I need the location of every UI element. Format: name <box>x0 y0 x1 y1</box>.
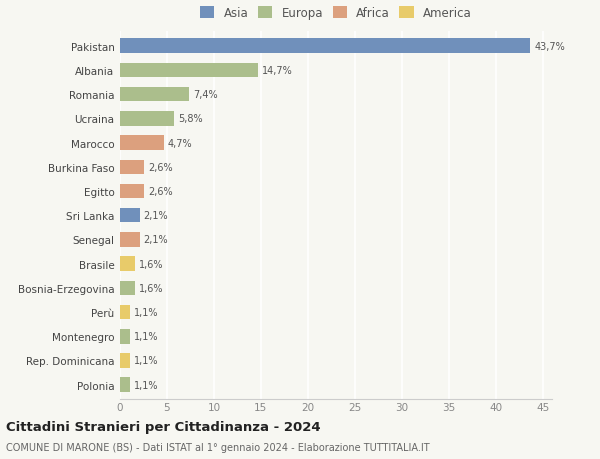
Text: 14,7%: 14,7% <box>262 66 293 76</box>
Text: 7,4%: 7,4% <box>193 90 218 100</box>
Text: 1,1%: 1,1% <box>134 380 158 390</box>
Bar <box>120 185 145 199</box>
Text: 2,1%: 2,1% <box>143 235 168 245</box>
Bar <box>120 353 130 368</box>
Bar <box>120 208 140 223</box>
Bar <box>120 88 190 102</box>
Legend: Asia, Europa, Africa, America: Asia, Europa, Africa, America <box>198 5 474 22</box>
Bar <box>120 329 130 344</box>
Text: 2,6%: 2,6% <box>148 162 173 173</box>
Text: 43,7%: 43,7% <box>534 42 565 51</box>
Bar <box>120 378 130 392</box>
Bar <box>120 63 258 78</box>
Text: 2,6%: 2,6% <box>148 186 173 196</box>
Text: 1,1%: 1,1% <box>134 331 158 341</box>
Bar <box>120 233 140 247</box>
Text: 1,6%: 1,6% <box>139 283 163 293</box>
Text: Cittadini Stranieri per Cittadinanza - 2024: Cittadini Stranieri per Cittadinanza - 2… <box>6 420 320 433</box>
Text: 2,1%: 2,1% <box>143 211 168 221</box>
Text: 5,8%: 5,8% <box>178 114 203 124</box>
Bar <box>120 112 175 126</box>
Bar <box>120 281 135 296</box>
Text: COMUNE DI MARONE (BS) - Dati ISTAT al 1° gennaio 2024 - Elaborazione TUTTITALIA.: COMUNE DI MARONE (BS) - Dati ISTAT al 1°… <box>6 442 430 452</box>
Text: 1,1%: 1,1% <box>134 356 158 366</box>
Bar <box>120 136 164 151</box>
Bar <box>120 160 145 175</box>
Bar <box>120 39 530 54</box>
Bar <box>120 305 130 319</box>
Bar <box>120 257 135 271</box>
Text: 1,1%: 1,1% <box>134 308 158 317</box>
Text: 4,7%: 4,7% <box>168 138 193 148</box>
Text: 1,6%: 1,6% <box>139 259 163 269</box>
